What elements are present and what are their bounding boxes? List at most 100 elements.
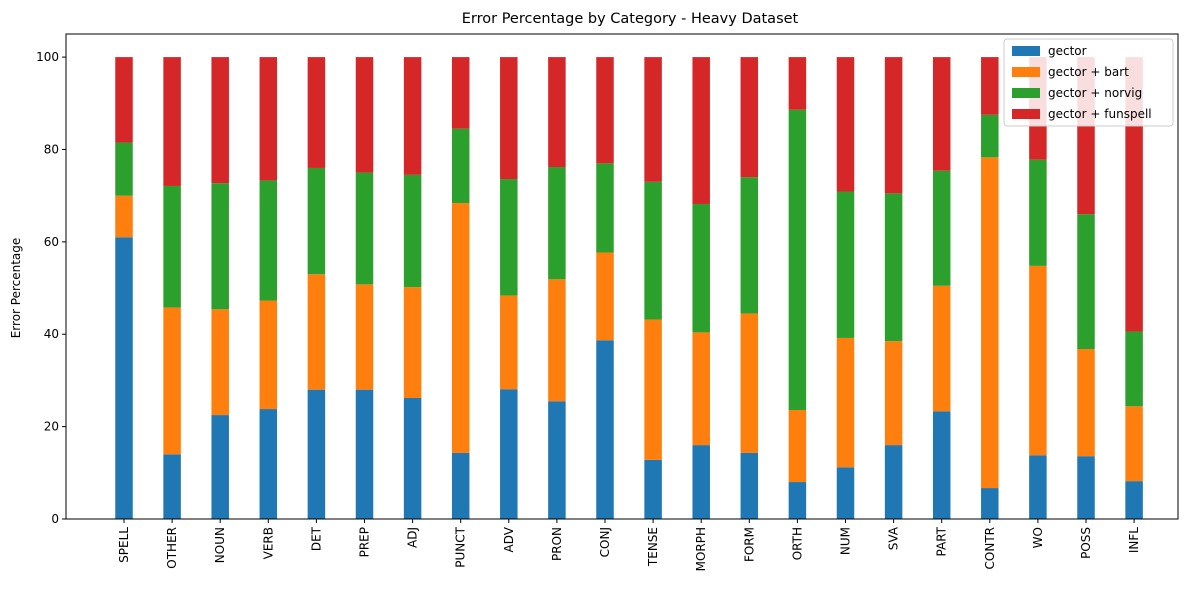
bar-tense-series-2 [644, 181, 662, 320]
bar-spell-series-2 [115, 142, 133, 196]
x-axis: SPELL OTHER NOUN VERB DET PREP ADJ PUNCT ADV PRON… [117, 519, 1141, 571]
bar-conj-series-2 [596, 163, 614, 253]
bar-prep-series-3 [355, 57, 374, 173]
bar-form-series-1 [740, 313, 759, 453]
legend-swatch-0 [1012, 46, 1040, 56]
bar-conj-series-3 [596, 57, 614, 164]
x-tick-label: NOUN [213, 527, 227, 563]
bar-punct-series-1 [451, 203, 470, 453]
bar-num-series-2 [836, 191, 855, 338]
x-tick-label: SVA [887, 526, 901, 550]
bar-form-series-2 [740, 177, 759, 314]
y-tick-label: 40 [44, 327, 59, 341]
bar-other-series-3 [163, 57, 181, 186]
bar-pron-series-3 [548, 57, 566, 168]
bar-det-series-2 [307, 167, 326, 275]
bar-noun-series-2 [211, 183, 229, 310]
legend-label-1: gector + bart [1048, 65, 1129, 79]
legend-swatch-3 [1012, 109, 1040, 119]
x-tick-label: CONTR [983, 527, 997, 569]
bar-form-series-0 [740, 452, 759, 519]
bar-spell-series-1 [115, 195, 133, 238]
bar-other-series-2 [163, 185, 181, 308]
y-tick-label: 100 [36, 50, 59, 64]
bar-orth-series-0 [788, 482, 807, 519]
x-tick-label: ADV [502, 526, 516, 552]
bar-det-series-3 [307, 57, 326, 168]
bar-orth-series-1 [788, 409, 807, 483]
bar-noun-series-0 [211, 415, 229, 519]
bar-tense-series-3 [644, 57, 662, 182]
bar-morph-series-3 [692, 57, 710, 204]
y-tick-label: 20 [44, 420, 59, 434]
legend-swatch-2 [1012, 88, 1040, 98]
bar-morph-series-2 [692, 203, 710, 333]
plot-frame [65, 33, 1179, 520]
bar-sva-series-0 [884, 445, 903, 519]
x-tick-label: PRON [550, 527, 564, 561]
legend-box [1003, 38, 1174, 127]
legend-label-0: gector [1048, 44, 1087, 58]
x-tick-label: PUNCT [454, 526, 468, 567]
bar-verb-series-3 [259, 57, 278, 181]
y-tick-label: 80 [44, 142, 59, 156]
bar-adj-series-1 [403, 287, 422, 398]
x-tick-label: PART [935, 526, 949, 556]
x-tick-label: DET [309, 526, 323, 551]
legend-label-3: gector + funspell [1048, 107, 1152, 121]
y-axis-label: Error Percentage [9, 238, 23, 339]
bar-noun-series-3 [211, 57, 229, 184]
bar-adv-series-1 [500, 295, 518, 390]
x-tick-label: SPELL [117, 527, 131, 563]
bar-contr-series-2 [981, 114, 999, 158]
bar-wo-series-1 [1029, 265, 1047, 456]
bar-adv-series-3 [500, 57, 518, 180]
bar-wo-series-2 [1029, 159, 1047, 266]
bar-det-series-1 [307, 274, 326, 390]
x-tick-label: WO [1031, 527, 1045, 548]
bar-infl-series-2 [1125, 331, 1143, 407]
bar-pron-series-1 [548, 279, 566, 402]
x-tick-label: MORPH [694, 527, 708, 571]
bar-other-series-0 [163, 454, 181, 519]
bar-pron-series-2 [548, 167, 566, 280]
bar-part-series-2 [932, 170, 951, 286]
x-tick-label: OTHER [165, 527, 179, 569]
bar-infl-series-1 [1125, 406, 1143, 482]
bar-orth-series-3 [788, 57, 807, 110]
bar-morph-series-1 [692, 332, 710, 446]
bar-tense-series-0 [644, 459, 662, 519]
bar-prep-series-1 [355, 284, 374, 390]
bar-part-series-1 [932, 285, 951, 412]
bar-prep-series-2 [355, 172, 374, 285]
x-tick-label: TENSE [646, 527, 660, 567]
bar-tense-series-1 [644, 319, 662, 460]
bar-infl-series-0 [1125, 481, 1143, 519]
x-tick-label: INFL [1127, 527, 1141, 553]
x-tick-label: VERB [261, 527, 275, 559]
bar-sva-series-3 [884, 57, 903, 194]
bar-adj-series-0 [403, 397, 422, 519]
bar-orth-series-2 [788, 109, 807, 410]
bar-part-series-0 [932, 411, 951, 519]
bar-form-series-3 [740, 57, 759, 178]
bar-sva-series-1 [884, 341, 903, 446]
bar-spell-series-3 [115, 57, 133, 143]
bar-spell-series-0 [115, 237, 133, 519]
bar-verb-series-1 [259, 300, 278, 410]
x-tick-label: CONJ [598, 527, 612, 557]
bar-morph-series-0 [692, 445, 710, 519]
bar-sva-series-2 [884, 193, 903, 342]
bar-pron-series-0 [548, 401, 566, 519]
bar-prep-series-0 [355, 389, 374, 519]
bar-poss-series-2 [1077, 214, 1095, 350]
bar-contr-series-3 [981, 57, 999, 115]
bar-verb-series-0 [259, 409, 278, 519]
bar-punct-series-0 [451, 452, 470, 519]
bar-other-series-1 [163, 307, 181, 455]
bar-noun-series-1 [211, 309, 229, 416]
bar-verb-series-2 [259, 180, 278, 301]
bar-wo-series-0 [1029, 455, 1047, 519]
x-tick-label: POSS [1079, 527, 1093, 559]
